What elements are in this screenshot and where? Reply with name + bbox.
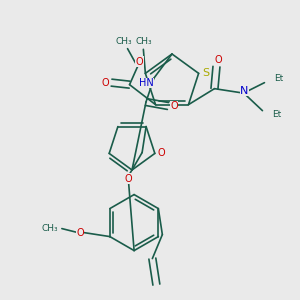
Text: O: O <box>170 101 178 111</box>
Text: O: O <box>124 174 132 184</box>
Text: O: O <box>157 148 165 158</box>
Text: Et: Et <box>272 110 281 119</box>
Text: CH₃: CH₃ <box>115 37 132 46</box>
Text: O: O <box>214 55 222 65</box>
Text: CH₃: CH₃ <box>135 37 152 46</box>
Text: HN: HN <box>139 78 153 88</box>
Text: CH₃: CH₃ <box>41 224 58 233</box>
Text: N: N <box>240 86 249 96</box>
Text: O: O <box>136 57 143 67</box>
Text: S: S <box>202 68 209 78</box>
Text: O: O <box>102 78 110 88</box>
Text: Et: Et <box>274 74 283 83</box>
Text: O: O <box>76 228 84 238</box>
